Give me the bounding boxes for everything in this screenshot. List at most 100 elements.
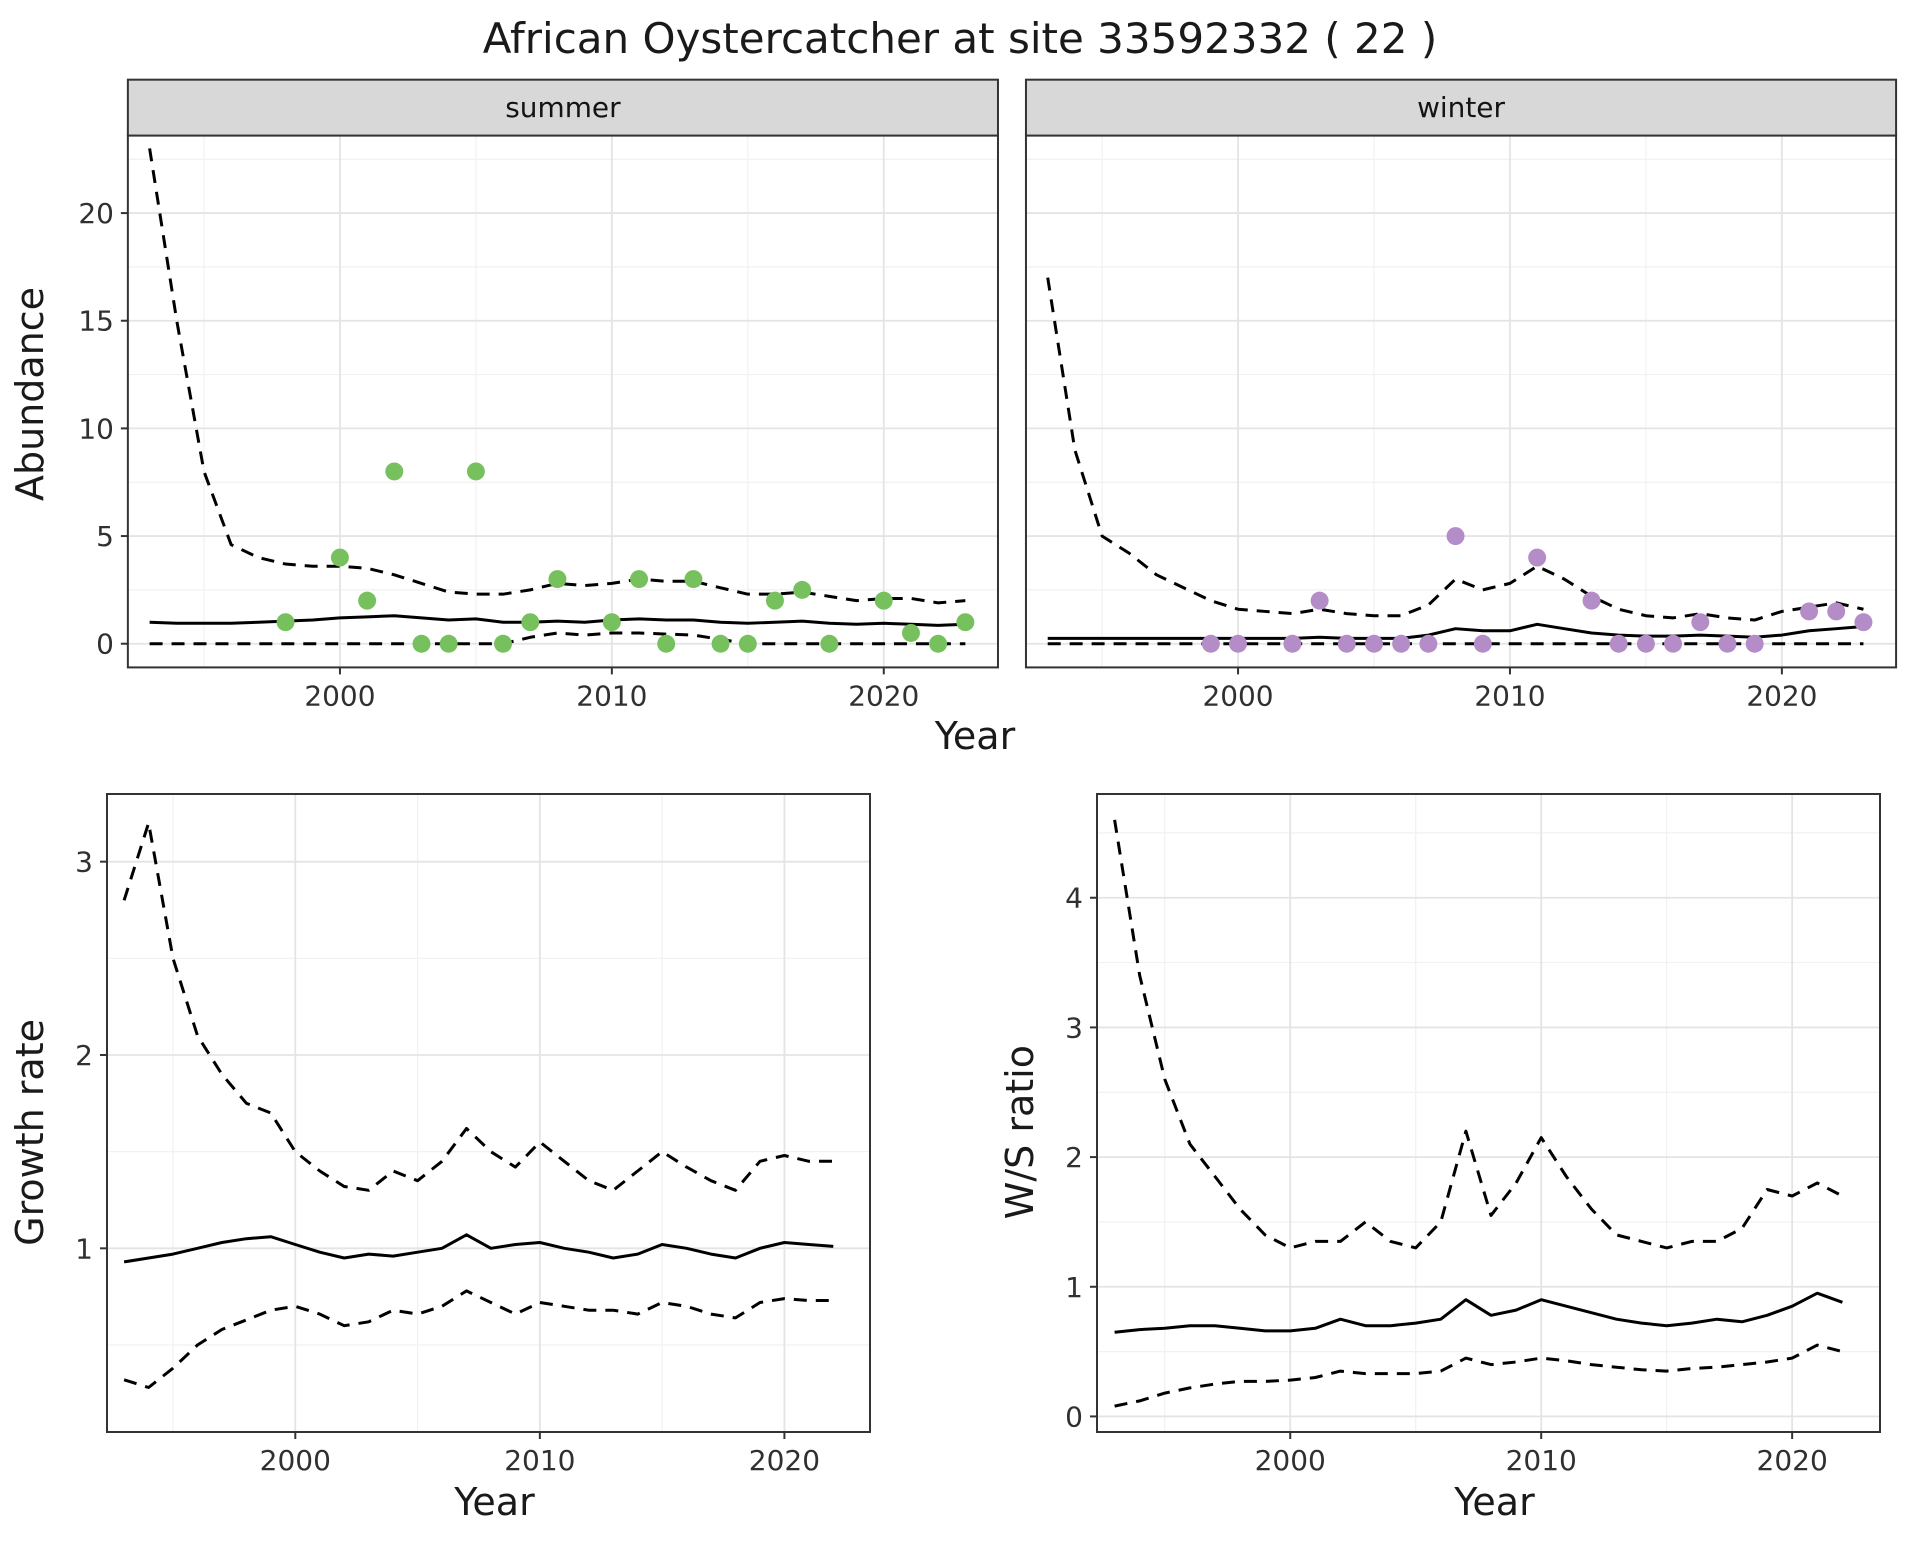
growth-rate-median-fit-line bbox=[123, 1233, 834, 1264]
winter-observation-point bbox=[1392, 634, 1411, 653]
ws-ratio-subplot: W/S ratio 2000 2010 2020 0 1 2 3 4 Year bbox=[998, 790, 1888, 1528]
x-tick-label: 2000 bbox=[260, 1444, 331, 1474]
growth-rate-upper-credible-line bbox=[122, 821, 834, 1192]
x-tick-label: 2000 bbox=[1202, 679, 1273, 710]
facet-strip bbox=[1024, 78, 1898, 137]
summer-observation-point bbox=[358, 591, 377, 610]
summer-observation-point bbox=[820, 634, 839, 653]
summer-observation-point bbox=[494, 634, 513, 653]
ws-ratio-upper-credible-line bbox=[1113, 819, 1844, 1250]
y-tick-label: 0 bbox=[96, 628, 114, 661]
abundance-y-axis-title: Abundance bbox=[8, 78, 52, 710]
x-tick-label: 2020 bbox=[1746, 679, 1817, 710]
ws-ratio-x-axis-title: Year bbox=[1454, 1480, 1535, 1524]
x-tick-label: 2020 bbox=[1757, 1444, 1828, 1474]
y-tick-label: 4 bbox=[1065, 882, 1083, 915]
growth-rate-y-axis-title-text: Growth rate bbox=[8, 1018, 52, 1246]
winter-observation-point bbox=[1528, 548, 1547, 567]
y-tick-label: 5 bbox=[96, 520, 114, 553]
abundance-summer-panel-bg bbox=[127, 135, 998, 668]
winter-observation-point bbox=[1827, 602, 1846, 621]
x-tick-label: 2020 bbox=[749, 1444, 820, 1474]
summer-observation-point bbox=[765, 591, 784, 610]
abundance-winter-panel-bg bbox=[1025, 135, 1897, 668]
y-tick-label: 10 bbox=[78, 412, 114, 445]
ws-ratio-panel-bg bbox=[1097, 794, 1880, 1432]
abundance-x-axis-title: Year bbox=[934, 714, 1016, 758]
summer-observation-point bbox=[874, 591, 893, 610]
abundance-row: Abundance summer 2000 2010 2020 0 5 10 15 20 win… bbox=[0, 78, 1920, 710]
summer-observation-point bbox=[929, 634, 948, 653]
abundance-y-axis-title-text: Abundance bbox=[8, 286, 52, 502]
growth-rate-lower-credible-line bbox=[123, 1289, 834, 1389]
x-tick-label: 2020 bbox=[848, 679, 919, 710]
winter-observation-point bbox=[1664, 634, 1683, 653]
winter-abundance-chart: winter 2000 2010 2020 bbox=[1024, 78, 1898, 710]
winter-observation-point bbox=[1800, 602, 1819, 621]
summer-observation-point bbox=[711, 634, 730, 653]
winter-observation-point bbox=[1283, 634, 1302, 653]
derived-metrics-row: Growth rate 2000 2010 2020 1 2 3 Year W/S rat… bbox=[0, 790, 1920, 1528]
ws-ratio-chart: 2000 2010 2020 0 1 2 3 4 bbox=[1065, 793, 1881, 1474]
growth-rate-subplot: Growth rate 2000 2010 2020 1 2 3 Year bbox=[8, 790, 878, 1528]
summer-observation-point bbox=[466, 462, 485, 481]
ws-ratio-y-axis-title-text: W/S ratio bbox=[998, 1044, 1042, 1220]
summer-observation-point bbox=[901, 624, 920, 642]
winter-observation-point bbox=[1446, 527, 1465, 546]
summer-observation-point bbox=[657, 634, 676, 653]
figure-title: African Oystercatcher at site 33592332 (… bbox=[482, 14, 1438, 63]
winter-observation-point bbox=[1365, 634, 1383, 653]
x-tick-label: 2000 bbox=[304, 679, 375, 710]
winter-observation-point bbox=[1419, 634, 1438, 653]
winter-observation-point bbox=[1201, 634, 1220, 653]
summer-abundance-chart: summer 2000 2010 2020 0 5 10 15 20 bbox=[78, 78, 999, 710]
winter-observation-point bbox=[1310, 591, 1329, 610]
x-tick-label: 2000 bbox=[1255, 1444, 1326, 1474]
y-tick-label: 15 bbox=[78, 305, 114, 338]
summer-observation-point bbox=[412, 634, 431, 653]
y-tick-label: 3 bbox=[75, 846, 93, 879]
summer-observation-point bbox=[330, 548, 349, 567]
winter-observation-point bbox=[1228, 634, 1247, 653]
facet-strip bbox=[126, 78, 999, 137]
winter-observation-point bbox=[1473, 634, 1492, 653]
ws-ratio-panel-border bbox=[1096, 793, 1881, 1433]
abundance-summer-upper-credible-line bbox=[148, 148, 966, 605]
ws-ratio-median-fit-line bbox=[1114, 1291, 1843, 1334]
summer-observation-point bbox=[956, 613, 975, 632]
summer-observation-point bbox=[548, 570, 567, 589]
x-tick-label: 2010 bbox=[1474, 679, 1545, 710]
summer-observation-point bbox=[521, 613, 540, 632]
growth-rate-panel-bg bbox=[107, 794, 870, 1432]
winter-observation-point bbox=[1337, 634, 1356, 653]
summer-observation-point bbox=[684, 570, 703, 589]
summer-observation-point bbox=[793, 580, 812, 599]
summer-observation-point bbox=[385, 462, 404, 481]
facet-strip-label: summer bbox=[505, 91, 621, 124]
winter-observation-point bbox=[1745, 634, 1764, 653]
winter-observation-point bbox=[1609, 634, 1628, 653]
y-tick-label: 20 bbox=[78, 197, 114, 230]
ws-ratio-y-axis-title: W/S ratio bbox=[998, 790, 1042, 1474]
growth-rate-x-axis-title: Year bbox=[454, 1480, 535, 1524]
winter-observation-point bbox=[1691, 613, 1710, 632]
y-tick-label: 0 bbox=[1065, 1400, 1083, 1433]
abundance-winter-upper-credible-line bbox=[1046, 277, 1864, 622]
x-tick-label: 2010 bbox=[1506, 1444, 1577, 1474]
x-tick-label: 2010 bbox=[576, 679, 647, 710]
x-tick-label: 2010 bbox=[504, 1444, 575, 1474]
y-tick-label: 2 bbox=[1065, 1141, 1083, 1174]
summer-observation-point bbox=[738, 634, 757, 653]
summer-observation-point bbox=[439, 634, 458, 653]
facet-strip-label: winter bbox=[1417, 91, 1505, 124]
y-tick-label: 3 bbox=[1065, 1011, 1083, 1044]
summer-observation-point bbox=[276, 613, 295, 632]
winter-observation-point bbox=[1582, 591, 1601, 610]
y-tick-label: 1 bbox=[75, 1232, 93, 1265]
winter-observation-point bbox=[1636, 634, 1655, 653]
y-tick-label: 1 bbox=[1065, 1271, 1083, 1304]
summer-observation-point bbox=[630, 570, 649, 589]
summer-observation-point bbox=[602, 613, 621, 632]
growth-rate-panel-border bbox=[106, 793, 871, 1433]
